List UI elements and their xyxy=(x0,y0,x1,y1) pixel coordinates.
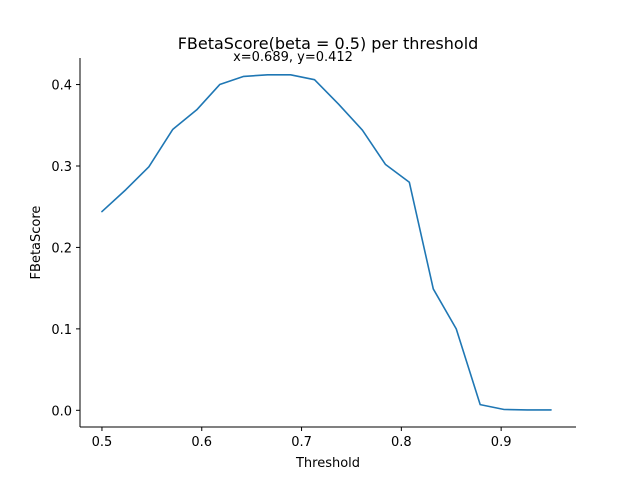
x-tick-label: 0.7 xyxy=(291,435,312,450)
y-axis-title: FBetaScore xyxy=(29,206,44,280)
x-tick-label: 0.5 xyxy=(92,435,113,450)
y-axis-ticks: 0.0 0.1 0.2 0.3 0.4 xyxy=(51,79,80,419)
y-tick-label: 0.3 xyxy=(51,160,72,175)
x-axis-ticks: 0.5 0.6 0.7 0.8 0.9 xyxy=(92,427,512,450)
y-tick-label: 0.1 xyxy=(51,323,72,338)
plot-area xyxy=(101,73,552,411)
chart-title: FBetaScore(beta = 0.5) per threshold xyxy=(178,34,479,53)
x-axis-title: Threshold xyxy=(295,456,360,471)
y-tick-label: 0.0 xyxy=(51,404,72,419)
x-tick-label: 0.9 xyxy=(491,435,512,450)
y-tick-label: 0.2 xyxy=(51,241,72,256)
x-tick-label: 0.8 xyxy=(391,435,412,450)
y-tick-label: 0.4 xyxy=(51,79,72,94)
series-line xyxy=(101,73,552,411)
x-tick-label: 0.6 xyxy=(191,435,212,450)
chart-subtitle: x=0.689, y=0.412 xyxy=(233,50,353,65)
